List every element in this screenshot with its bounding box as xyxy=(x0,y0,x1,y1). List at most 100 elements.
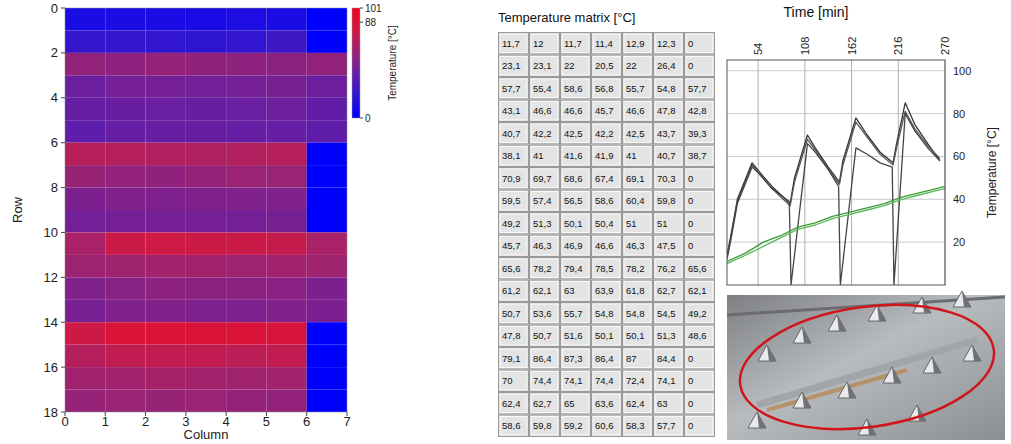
table-cell-text: 12,3 xyxy=(657,38,676,49)
table-cell xyxy=(623,145,653,167)
table-cell-text: 0 xyxy=(688,173,693,184)
x-tick-label: 5 xyxy=(263,414,270,429)
photo-pyramid-shade xyxy=(932,357,941,373)
heatmap-cell xyxy=(105,98,145,120)
table-cell xyxy=(561,370,591,392)
table-cell-inner xyxy=(531,282,558,301)
table-cell xyxy=(530,235,560,257)
table-cell-inner xyxy=(531,394,558,413)
table-cell-text: 54,5 xyxy=(657,308,676,319)
table-cell-text: 50,4 xyxy=(595,218,614,229)
table-cell-inner xyxy=(624,259,651,278)
table-cell-text: 74,1 xyxy=(657,375,676,386)
heatmap-cell xyxy=(146,300,186,322)
plot-background xyxy=(727,60,945,285)
table-cell-inner xyxy=(686,57,713,76)
x-axis-title: Column xyxy=(184,427,229,442)
y-tick-label: 8 xyxy=(51,180,58,195)
table-cell-inner xyxy=(562,237,589,256)
x-tick-label: 6 xyxy=(303,414,310,429)
heatmap-cell xyxy=(266,367,306,389)
heatmap-cell xyxy=(266,75,306,97)
table-cell-text: 87,3 xyxy=(564,353,583,364)
y-axis-title: Row xyxy=(10,196,25,223)
table-cell-text: 86,4 xyxy=(595,353,614,364)
photo-pyramid-shade xyxy=(962,291,971,307)
table-cell xyxy=(685,190,715,212)
heatmap-cell xyxy=(226,8,266,30)
table-cell xyxy=(530,33,560,55)
table-cell-inner xyxy=(562,124,589,143)
table-cell-text: 51,3 xyxy=(657,330,676,341)
table-cell-inner xyxy=(593,349,620,368)
table-cell xyxy=(530,415,560,437)
photo-pyramid-shade xyxy=(847,382,856,398)
table-cell xyxy=(561,348,591,370)
table-cell xyxy=(561,213,591,235)
table-cell-inner xyxy=(531,169,558,188)
table-cell xyxy=(685,55,715,77)
table-cell-text: 78,5 xyxy=(595,263,614,274)
heatmap-cell xyxy=(65,390,105,412)
heatmap-cell xyxy=(307,143,347,165)
table-cell-inner xyxy=(655,192,682,211)
heatmap-cell xyxy=(105,345,145,367)
heatmap-cell xyxy=(226,30,266,52)
table-cell xyxy=(499,415,529,437)
table-cell xyxy=(623,55,653,77)
table-cell xyxy=(530,280,560,302)
table-cell-text: 50,7 xyxy=(533,330,552,341)
y-tick xyxy=(61,277,65,278)
table-cell-inner xyxy=(531,259,558,278)
table-cell-text: 59,8 xyxy=(657,195,676,206)
table-cell-inner xyxy=(562,57,589,76)
table-cell xyxy=(530,258,560,280)
y-tick-label: 4 xyxy=(51,90,58,105)
table-cell xyxy=(685,168,715,190)
table-cell-inner xyxy=(562,147,589,166)
table: 11,71211,711,412,912,3023,123,12220,5222… xyxy=(499,33,715,437)
table-cell xyxy=(685,123,715,145)
heatmap-cell xyxy=(226,98,266,120)
table-cell xyxy=(592,258,622,280)
table-cell-text: 87 xyxy=(626,353,637,364)
table-cell-text: 57,7 xyxy=(688,83,707,94)
table-cell-inner xyxy=(655,327,682,346)
y-tick-label: 12 xyxy=(44,270,58,285)
table-cell-inner xyxy=(655,214,682,233)
table-cell-text: 67,4 xyxy=(595,173,614,184)
heatmap-cell xyxy=(146,210,186,232)
heatmap-cell xyxy=(65,98,105,120)
table-cell xyxy=(499,33,529,55)
heatmap-cell xyxy=(146,390,186,412)
table-cell-text: 54,8 xyxy=(595,308,614,319)
table-cell-inner xyxy=(500,192,527,211)
table-cell-inner xyxy=(655,57,682,76)
table-cell xyxy=(623,370,653,392)
table-cell-inner xyxy=(562,349,589,368)
heatmap-cell xyxy=(307,8,347,30)
heatmap-cell xyxy=(65,277,105,299)
table-cell xyxy=(530,325,560,347)
x-tick-label: 216 xyxy=(892,37,904,55)
table-cell xyxy=(592,280,622,302)
table-cell-text: 59,8 xyxy=(533,420,552,431)
table-cell-text: 72,4 xyxy=(626,375,645,386)
heatmap-cell xyxy=(266,165,306,187)
heatmap-cell xyxy=(266,53,306,75)
heatmap-cell xyxy=(65,120,105,142)
heatmap-cell xyxy=(226,322,266,344)
table-cell xyxy=(654,55,684,77)
table-cell-inner xyxy=(593,34,620,53)
table-cell-text: 50,7 xyxy=(502,308,521,319)
table-cell-inner xyxy=(686,304,713,323)
heatmap-cell xyxy=(307,98,347,120)
table-cell-inner xyxy=(562,304,589,323)
table-cell-inner xyxy=(500,304,527,323)
y-tick-label: 40 xyxy=(953,193,965,205)
table-cell-inner xyxy=(531,79,558,98)
y-grid-line xyxy=(727,242,945,243)
lines xyxy=(727,103,945,285)
table-cell-inner xyxy=(500,394,527,413)
table-cell xyxy=(530,145,560,167)
